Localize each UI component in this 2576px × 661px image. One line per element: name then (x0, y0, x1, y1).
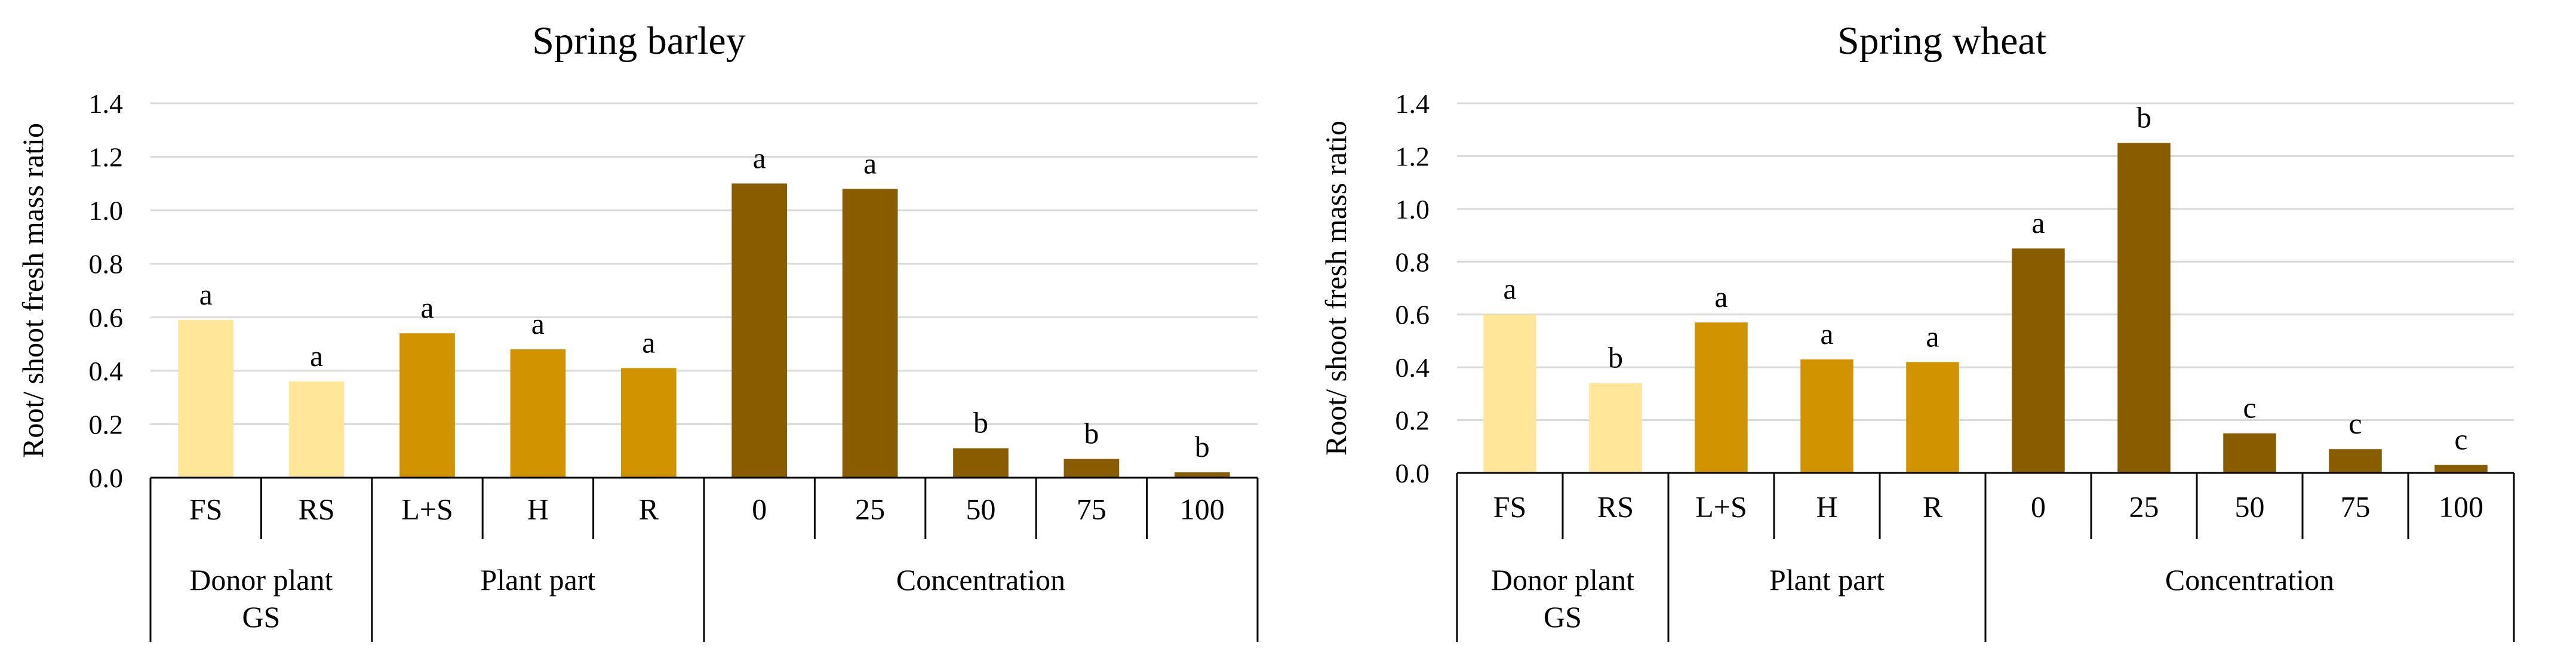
category-label: 75 (2341, 490, 2371, 524)
category-label: 50 (966, 493, 996, 526)
bar (1800, 359, 1853, 473)
bar (1483, 314, 1536, 473)
bar (1906, 362, 1959, 473)
bar (510, 349, 566, 478)
bar (953, 448, 1009, 478)
category-label: L+S (1695, 490, 1747, 524)
category-label: 25 (855, 493, 885, 526)
bar (2117, 143, 2171, 474)
group-label: Donor plant (1491, 563, 1634, 597)
category-label: 100 (2439, 490, 2483, 524)
group-label: Plant part (1769, 563, 1885, 597)
bar (731, 183, 788, 478)
bar-letter: a (2031, 206, 2045, 239)
bar (399, 333, 455, 478)
bar (178, 319, 234, 478)
y-tick-label: 0.4 (89, 356, 124, 386)
category-label: H (1816, 490, 1837, 524)
y-tick-label: 1.2 (89, 142, 124, 173)
y-axis-label: Root/ shoot fresh mass ratio (1319, 121, 1352, 456)
bar-letter: b (1608, 341, 1623, 374)
y-tick-label: 0.6 (1395, 300, 1430, 330)
chart-title: Spring wheat (1837, 19, 2046, 63)
y-tick-label: 1.0 (1395, 194, 1430, 225)
category-label: 100 (1180, 493, 1225, 526)
category-label: FS (189, 493, 223, 526)
bar-letter: a (199, 278, 213, 311)
category-label: FS (1493, 490, 1527, 524)
category-label: 25 (2129, 490, 2159, 524)
category-label: 75 (1077, 493, 1106, 526)
bar-letter: a (1820, 317, 1833, 351)
bar-letter: a (642, 325, 655, 359)
category-label: R (639, 493, 659, 526)
bar-letter: a (420, 291, 434, 324)
bar-letter: a (310, 339, 323, 373)
y-tick-label: 1.4 (89, 88, 124, 119)
bar-letter: b (973, 406, 988, 439)
y-tick-label: 0.8 (1395, 247, 1430, 277)
y-tick-label: 0.8 (89, 249, 124, 279)
chart-0: Spring barley Root/ shoot fresh mass rati… (16, 19, 1259, 642)
bar-letter: a (531, 307, 545, 340)
y-tick-label: 1.4 (1395, 88, 1430, 119)
y-tick-label: 0.6 (89, 302, 124, 333)
y-tick-label: 1.2 (1395, 141, 1430, 171)
y-axis-label: Root/ shoot fresh mass ratio (16, 123, 50, 458)
bar-letter: c (2348, 407, 2362, 440)
category-label: R (1923, 490, 1943, 524)
bar-letter: a (1714, 280, 1727, 313)
bar (2329, 449, 2382, 473)
category-label: H (527, 493, 549, 526)
bar-letter: b (1084, 417, 1099, 450)
category-label: 0 (752, 493, 767, 526)
bar (620, 368, 677, 478)
y-tick-label: 0.2 (1395, 405, 1430, 436)
bar-letter: a (753, 141, 766, 174)
bar-letter: c (2454, 423, 2467, 456)
category-label: RS (299, 493, 335, 526)
group-label: GS (242, 600, 280, 634)
group-label: Concentration (2165, 563, 2334, 597)
y-tick-label: 0.4 (1395, 352, 1430, 383)
bar (2012, 248, 2065, 473)
y-tick-label: 1.0 (89, 195, 124, 226)
bar-letter: b (1195, 430, 1210, 463)
chart-title: Spring barley (532, 19, 745, 63)
chart-1: Spring wheat Root/ shoot fresh mass ratio… (1319, 19, 2515, 642)
bar (2434, 465, 2488, 473)
group-label: Donor plant (189, 563, 333, 597)
bar (1174, 472, 1230, 478)
bar-letter: c (2243, 391, 2256, 425)
bar-letter: b (2137, 100, 2151, 134)
bar (1695, 322, 1748, 473)
y-tick-label: 0.0 (89, 463, 124, 493)
category-label: 50 (2235, 490, 2265, 524)
category-label: 0 (2031, 490, 2046, 524)
bar (288, 381, 345, 478)
bar (1589, 383, 1642, 473)
group-label: GS (1544, 600, 1582, 634)
category-label: L+S (401, 493, 453, 526)
group-label: Plant part (480, 563, 595, 597)
group-label: Concentration (896, 563, 1065, 597)
category-label: RS (1597, 490, 1634, 524)
bar-letter: a (863, 146, 877, 180)
bar-letter: a (1926, 319, 1939, 353)
bar-letter: a (1503, 272, 1516, 306)
bar (1063, 459, 1120, 478)
y-tick-label: 0.2 (89, 409, 124, 439)
y-tick-label: 0.0 (1395, 458, 1430, 488)
bar (2223, 433, 2276, 473)
bar (842, 189, 898, 478)
